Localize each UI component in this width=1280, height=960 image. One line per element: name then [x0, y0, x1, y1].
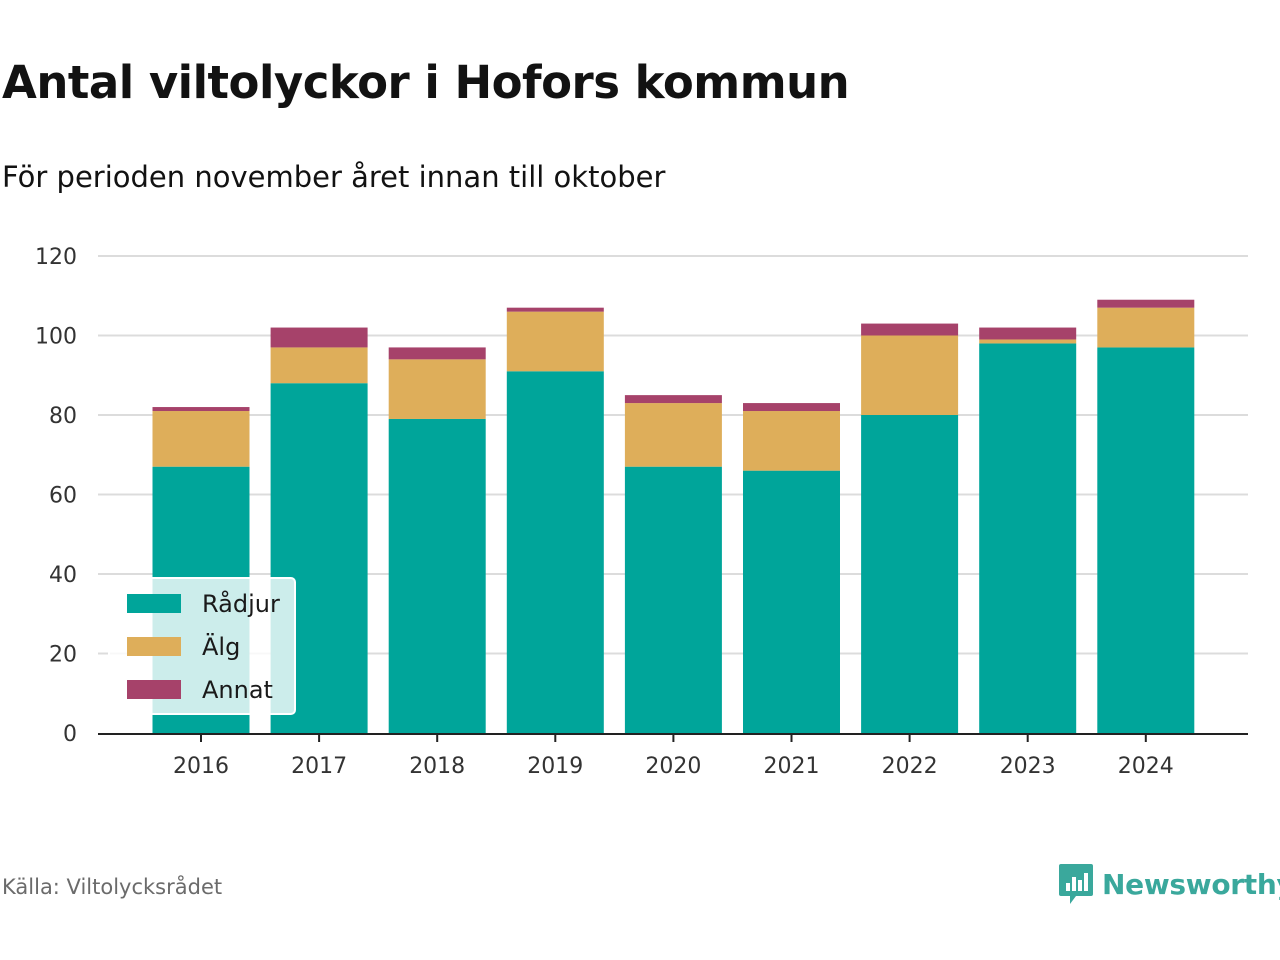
newsworthy-logo-icon: [1059, 864, 1093, 904]
y-tick-label: 40: [49, 563, 77, 588]
legend-swatch-annat: [127, 680, 181, 699]
bar-rådjur-2019: [506, 371, 604, 733]
x-tick-label: 2021: [764, 754, 820, 779]
chart-subtitle: För perioden november året innan till ok…: [2, 160, 666, 194]
bar-rådjur-2020: [624, 466, 722, 733]
bar-älg-2018: [388, 359, 486, 419]
bar-annat-2024: [1097, 299, 1195, 308]
chart-title: Antal viltolyckor i Hofors kommun: [2, 56, 850, 109]
x-tick-label: 2018: [409, 754, 465, 779]
legend: Rådjur Älg Annat: [108, 577, 296, 715]
bar-annat-2016: [152, 407, 250, 412]
y-tick-label: 100: [35, 325, 77, 350]
y-tick-label: 60: [49, 484, 77, 509]
bar-rådjur-2022: [861, 415, 959, 733]
bar-rådjur-2023: [979, 343, 1077, 733]
bar-annat-2020: [624, 395, 722, 404]
legend-swatch-rådjur: [127, 594, 181, 613]
bar-älg-2022: [861, 335, 959, 415]
bar-älg-2020: [624, 403, 722, 467]
bar-rådjur-2018: [388, 418, 486, 733]
brand-logo[interactable]: Newsworthy: [1058, 862, 1280, 906]
legend-swatch-älg: [127, 637, 181, 656]
bar-rådjur-2021: [743, 470, 840, 733]
bar-älg-2017: [270, 347, 368, 384]
legend-label: Rådjur: [202, 589, 280, 618]
y-tick-label: 20: [49, 643, 77, 668]
bar-rådjur-2024: [1097, 347, 1195, 733]
x-tick-label: 2024: [1118, 754, 1174, 779]
bar-älg-2019: [506, 311, 604, 372]
x-tick-label: 2022: [882, 754, 938, 779]
x-tick-label: 2017: [291, 754, 347, 779]
legend-label: Älg: [202, 632, 240, 661]
x-tick-label: 2016: [173, 754, 229, 779]
bar-annat-2019: [506, 307, 604, 312]
x-tick-label: 2019: [527, 754, 583, 779]
y-tick-label: 80: [49, 404, 77, 429]
y-tick-label: 120: [35, 245, 77, 270]
bar-annat-2021: [743, 403, 840, 412]
brand-name: Newsworthy: [1102, 867, 1280, 901]
axes: 0 20 40 60 80 100 120 2016 2017 2018 2019 2020 2021 2…: [35, 245, 1248, 779]
bar-annat-2022: [861, 323, 959, 336]
x-tick-label: 2023: [1000, 754, 1056, 779]
legend-label: Annat: [202, 676, 273, 704]
bar-annat-2018: [388, 347, 486, 360]
bar-älg-2016: [152, 411, 250, 467]
bar-group: [152, 299, 1195, 733]
y-tick-label: 0: [63, 722, 77, 747]
x-tick-label: 2020: [645, 754, 701, 779]
bar-älg-2024: [1097, 307, 1195, 348]
bar-älg-2023: [979, 339, 1077, 344]
source-note: Källa: Viltolycksrådet: [2, 875, 223, 899]
bar-älg-2021: [743, 411, 840, 471]
bar-annat-2023: [979, 327, 1077, 340]
bar-annat-2017: [270, 327, 368, 348]
